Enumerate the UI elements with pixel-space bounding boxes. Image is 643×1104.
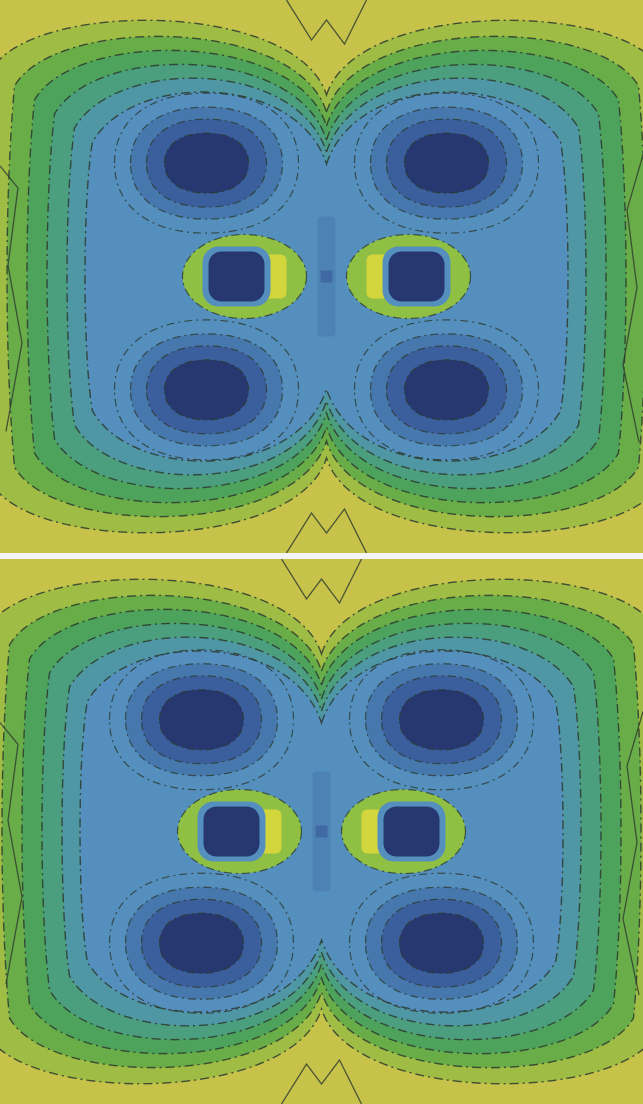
- lobe-bottom-right-level-4: [399, 913, 484, 974]
- lobe-bottom-left-level-4: [159, 913, 244, 974]
- band-3-contour: [21, 608, 622, 1055]
- lobe-top-right-level-4: [404, 133, 489, 194]
- lobe-bottom-left-contour-4: [163, 359, 250, 421]
- site-left-halo-contour: [176, 788, 303, 875]
- center-node: [315, 825, 328, 838]
- site-left-core: [203, 806, 260, 857]
- site-right-core: [388, 251, 445, 302]
- lobe-top-left-contour-1: [113, 92, 300, 234]
- lobe-top-left-contour-4: [158, 689, 245, 751]
- lobe-bottom-right-contour-4: [398, 912, 485, 974]
- band-6-contour: [79, 650, 564, 1013]
- contour-map-top: [0, 0, 643, 553]
- band-2-contour: [6, 35, 643, 518]
- lobe-top-left-contour-4: [163, 132, 250, 194]
- site-left-core: [208, 251, 265, 302]
- edge-contour-1: [0, 722, 23, 985]
- panel-divider: [0, 553, 643, 559]
- lobe-top-left-contour-2: [124, 663, 279, 777]
- lobe-top-right-contour-2: [364, 663, 519, 777]
- lobe-bottom-left-level-4: [164, 359, 249, 420]
- edge-contour-2: [622, 154, 643, 443]
- contour-map-bottom: [0, 559, 643, 1104]
- band-4-contour: [41, 622, 602, 1041]
- site-right-core: [383, 806, 440, 857]
- lobe-bottom-left-contour-3: [145, 345, 268, 435]
- lobe-top-left-contour-3: [140, 675, 263, 765]
- lobe-bottom-left-contour-1: [108, 872, 295, 1014]
- band-4-contour: [46, 63, 607, 490]
- lobe-bottom-right-contour-1: [353, 319, 540, 461]
- lobe-top-right-level-4: [399, 689, 484, 750]
- lobe-top-right-contour-3: [380, 675, 503, 765]
- lobe-top-left-level-4: [164, 133, 249, 194]
- band-3-contour: [26, 49, 627, 504]
- lobe-top-right-contour-4: [403, 132, 490, 194]
- lobe-bottom-right-contour-2: [364, 886, 519, 1000]
- lobe-top-right-contour-1: [353, 92, 540, 234]
- lobe-top-left-level-4: [159, 689, 244, 750]
- lobe-bottom-left-contour-2: [129, 333, 284, 447]
- band-1-contour: [0, 578, 643, 1085]
- band-5-contour: [61, 636, 582, 1027]
- lobe-bottom-right-contour-3: [385, 345, 508, 435]
- lobe-bottom-left-contour-3: [140, 898, 263, 988]
- lobe-bottom-right-contour-3: [380, 898, 503, 988]
- lobe-bottom-right-contour-1: [348, 872, 535, 1014]
- lobe-top-left-contour-1: [108, 649, 295, 791]
- site-right-halo-contour: [345, 233, 472, 320]
- lobe-top-left-contour-2: [129, 106, 284, 220]
- lobe-top-right-contour-1: [348, 649, 535, 791]
- site-left-halo-contour: [181, 233, 308, 320]
- lobe-top-right-contour-4: [398, 689, 485, 751]
- contour-panel-bottom: [0, 559, 643, 1104]
- edge-contour-4: [285, 507, 368, 553]
- lobe-top-right-contour-2: [369, 106, 524, 220]
- lobe-bottom-left-contour-4: [158, 912, 245, 974]
- lobe-top-left-contour-3: [145, 118, 268, 208]
- lobe-bottom-left-contour-2: [124, 886, 279, 1000]
- lobe-bottom-right-contour-4: [403, 359, 490, 421]
- edge-contour-1: [0, 165, 23, 432]
- edge-contour-4: [280, 1058, 363, 1104]
- band-1-contour: [0, 19, 643, 534]
- lobe-bottom-left-contour-1: [113, 319, 300, 461]
- site-right-halo-contour: [340, 788, 467, 875]
- center-node: [320, 270, 333, 283]
- lobe-bottom-right-contour-2: [369, 333, 524, 447]
- edge-contour-2: [622, 711, 643, 996]
- contour-panel-top: [0, 0, 643, 553]
- lobe-top-right-contour-3: [385, 118, 508, 208]
- lobe-bottom-right-level-4: [404, 359, 489, 420]
- band-5-contour: [66, 77, 587, 476]
- edge-contour-3: [280, 559, 363, 605]
- edge-contour-3: [285, 0, 368, 46]
- band-6-contour: [84, 91, 569, 462]
- band-2-contour: [1, 594, 642, 1069]
